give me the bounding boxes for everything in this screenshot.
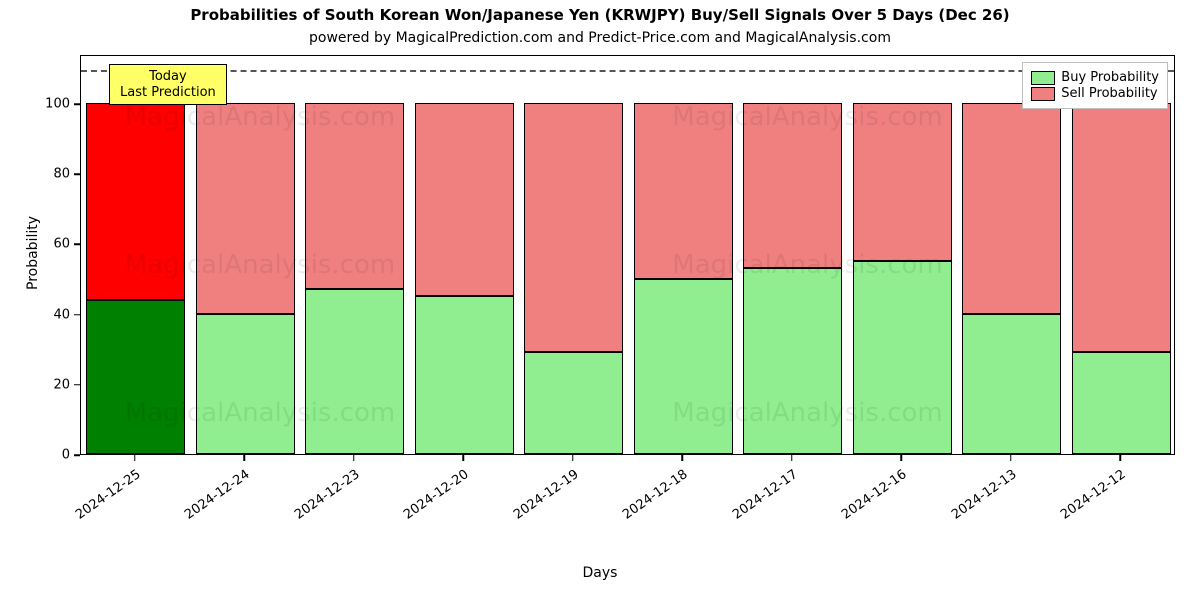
sell-bar — [415, 103, 514, 296]
y-tick-label: 80 — [40, 167, 70, 182]
x-tick-mark — [791, 455, 793, 461]
legend-label: Buy Probability — [1061, 70, 1159, 85]
buy-bar — [524, 352, 623, 454]
callout-line2: Last Prediction — [120, 85, 216, 101]
y-tick-mark — [74, 454, 80, 456]
x-tick-label: 2024-12-19 — [491, 467, 582, 537]
sell-bar — [196, 103, 295, 314]
sell-bar — [743, 103, 842, 268]
legend-item: Buy Probability — [1031, 70, 1159, 85]
sell-bar — [962, 103, 1061, 314]
buy-bar — [634, 279, 733, 454]
today-callout: Today Last Prediction — [109, 64, 227, 105]
buy-bar — [962, 314, 1061, 454]
sell-bar — [853, 103, 952, 261]
y-tick-mark — [74, 384, 80, 386]
y-tick-mark — [74, 314, 80, 316]
buy-bar — [415, 296, 514, 454]
x-tick-mark — [134, 455, 136, 461]
sell-bar — [305, 103, 404, 289]
legend-swatch — [1031, 87, 1055, 101]
x-tick-label: 2024-12-20 — [381, 467, 472, 537]
reference-line — [81, 70, 1174, 72]
buy-bar — [196, 314, 295, 454]
x-tick-mark — [572, 455, 574, 461]
x-tick-label: 2024-12-24 — [162, 467, 253, 537]
legend-swatch — [1031, 71, 1055, 85]
plot-area: MagicalAnalysis.comMagicalAnalysis.comMa… — [80, 55, 1175, 455]
x-axis-label: Days — [0, 565, 1200, 581]
buy-bar — [743, 268, 842, 454]
x-tick-label: 2024-12-25 — [53, 467, 144, 537]
buy-bar — [86, 300, 185, 454]
y-tick-label: 60 — [40, 237, 70, 252]
legend-item: Sell Probability — [1031, 86, 1159, 101]
x-tick-label: 2024-12-23 — [272, 467, 363, 537]
sell-bar — [86, 103, 185, 299]
x-tick-mark — [244, 455, 246, 461]
x-tick-label: 2024-12-18 — [600, 467, 691, 537]
y-tick-label: 20 — [40, 377, 70, 392]
sell-bar — [634, 103, 733, 278]
x-tick-label: 2024-12-12 — [1038, 467, 1129, 537]
chart-title: Probabilities of South Korean Won/Japane… — [0, 6, 1200, 24]
x-tick-label: 2024-12-16 — [819, 467, 910, 537]
callout-line1: Today — [120, 69, 216, 85]
buy-bar — [1072, 352, 1171, 454]
y-tick-mark — [74, 244, 80, 246]
y-tick-mark — [74, 103, 80, 105]
buy-bar — [305, 289, 404, 454]
y-tick-mark — [74, 174, 80, 176]
x-tick-mark — [682, 455, 684, 461]
x-tick-mark — [463, 455, 465, 461]
chart-subtitle: powered by MagicalPrediction.com and Pre… — [0, 30, 1200, 46]
y-tick-label: 100 — [40, 97, 70, 112]
sell-bar — [1072, 103, 1171, 352]
legend-label: Sell Probability — [1061, 86, 1157, 101]
x-tick-mark — [1010, 455, 1012, 461]
x-tick-mark — [901, 455, 903, 461]
y-axis-label: Probability — [25, 216, 41, 290]
x-tick-label: 2024-12-13 — [929, 467, 1020, 537]
x-tick-label: 2024-12-17 — [710, 467, 801, 537]
legend: Buy ProbabilitySell Probability — [1022, 62, 1168, 109]
y-tick-label: 0 — [40, 448, 70, 463]
chart-figure: Probabilities of South Korean Won/Japane… — [0, 0, 1200, 600]
buy-bar — [853, 261, 952, 454]
sell-bar — [524, 103, 623, 352]
x-tick-mark — [1120, 455, 1122, 461]
y-tick-label: 40 — [40, 307, 70, 322]
x-tick-mark — [353, 455, 355, 461]
